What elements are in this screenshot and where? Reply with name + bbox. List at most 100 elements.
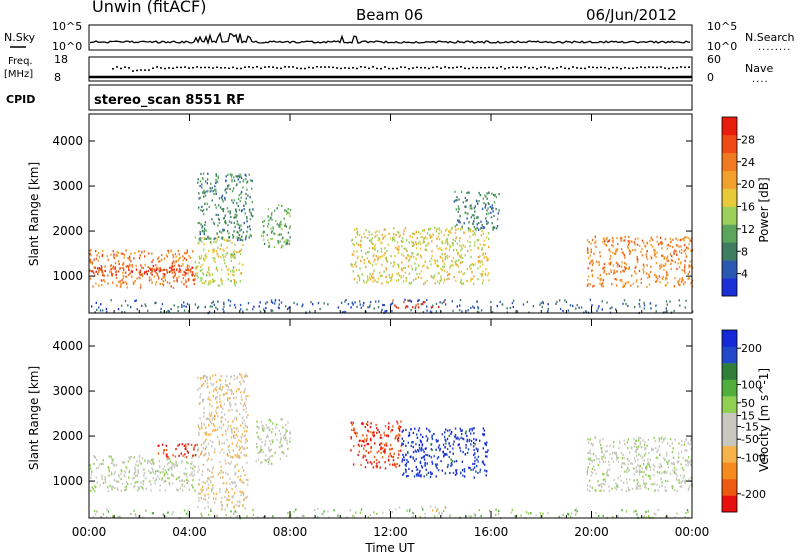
- data-cell: [278, 299, 280, 302]
- data-cell: [575, 508, 577, 511]
- data-cell: [459, 221, 461, 224]
- data-cell: [358, 279, 361, 282]
- data-cell: [179, 479, 181, 483]
- data-cell: [672, 469, 674, 472]
- data-cell: [512, 305, 514, 309]
- data-cell: [477, 216, 479, 219]
- data-cell: [172, 254, 174, 257]
- data-cell: [423, 450, 425, 454]
- data-cell: [635, 487, 637, 490]
- data-cell: [660, 241, 662, 244]
- data-cell: [411, 469, 413, 473]
- data-cell: [186, 268, 189, 271]
- data-cell: [643, 470, 645, 473]
- data-cell: [209, 187, 211, 190]
- data-cell: [621, 509, 623, 512]
- data-cell: [486, 222, 488, 225]
- data-cell: [272, 515, 274, 518]
- data-cell: [609, 307, 611, 310]
- data-cell: [591, 259, 593, 262]
- data-cell: [190, 462, 192, 466]
- data-cell: [170, 249, 173, 252]
- data-cell: [89, 277, 92, 280]
- data-cell: [650, 243, 652, 247]
- data-cell: [471, 429, 473, 432]
- data-cell: [514, 515, 516, 518]
- data-cell: [687, 488, 690, 492]
- data-cell: [593, 459, 595, 462]
- data-cell: [105, 310, 108, 313]
- data-cell: [637, 285, 639, 288]
- data-cell: [385, 442, 387, 445]
- data-cell: [488, 212, 490, 215]
- data-cell: [260, 462, 262, 465]
- colorbar-tick-label: 12: [741, 223, 755, 236]
- data-cell: [468, 228, 471, 231]
- data-cell: [110, 265, 112, 268]
- nave-dot: [532, 66, 534, 69]
- data-cell: [103, 279, 105, 282]
- data-cell: [447, 273, 450, 276]
- nsearch-label: N.Search: [745, 31, 795, 44]
- data-cell: [352, 243, 354, 246]
- data-cell: [458, 239, 461, 243]
- data-cell: [228, 220, 231, 223]
- data-cell: [258, 427, 260, 430]
- data-cell: [472, 282, 475, 285]
- data-cell: [111, 488, 113, 491]
- data-cell: [664, 262, 667, 265]
- data-cell: [117, 515, 119, 518]
- data-cell: [215, 380, 218, 384]
- data-cell: [226, 251, 229, 254]
- data-cell: [161, 269, 163, 272]
- data-cell: [441, 257, 443, 260]
- nave-dot: [316, 66, 318, 68]
- data-cell: [685, 464, 687, 467]
- data-cell: [430, 473, 432, 476]
- y-tick-label: 3000: [52, 179, 83, 193]
- data-cell: [622, 454, 624, 457]
- data-cell: [245, 438, 247, 441]
- data-cell: [387, 243, 389, 246]
- data-cell: [378, 431, 381, 434]
- nave-dot: [164, 67, 166, 70]
- data-cell: [677, 461, 679, 464]
- nave-dot: [292, 66, 294, 68]
- nsearch-dots: ........: [758, 42, 791, 53]
- data-cell: [674, 489, 676, 492]
- data-cell: [217, 415, 219, 418]
- data-cell: [242, 421, 244, 424]
- data-cell: [222, 208, 224, 211]
- data-cell: [482, 232, 485, 235]
- data-cell: [587, 275, 590, 278]
- data-cell: [646, 468, 648, 471]
- data-cell: [242, 179, 245, 182]
- data-cell: [166, 281, 169, 284]
- data-cell: [221, 504, 223, 507]
- data-cell: [97, 270, 100, 273]
- data-cell: [677, 282, 679, 285]
- data-cell: [620, 278, 623, 281]
- data-cell: [232, 449, 234, 452]
- data-cell: [98, 255, 101, 259]
- data-cell: [435, 465, 437, 468]
- data-cell: [405, 462, 408, 465]
- data-cell: [212, 468, 214, 471]
- nave-dot: [224, 67, 226, 69]
- data-cell: [283, 217, 285, 220]
- data-cell: [480, 226, 482, 229]
- data-cell: [639, 437, 642, 440]
- nave-dot: [428, 67, 430, 70]
- data-cell: [229, 451, 231, 454]
- data-cell: [198, 492, 200, 495]
- data-cell: [567, 309, 570, 312]
- data-cell: [615, 482, 617, 485]
- data-cell: [379, 443, 381, 446]
- data-cell: [370, 439, 372, 442]
- data-cell: [183, 309, 186, 312]
- data-cell: [280, 438, 282, 441]
- data-cell: [445, 229, 447, 232]
- x-tick-label: 00:00: [72, 525, 107, 539]
- data-cell: [237, 476, 239, 479]
- nave-dot: [668, 67, 670, 70]
